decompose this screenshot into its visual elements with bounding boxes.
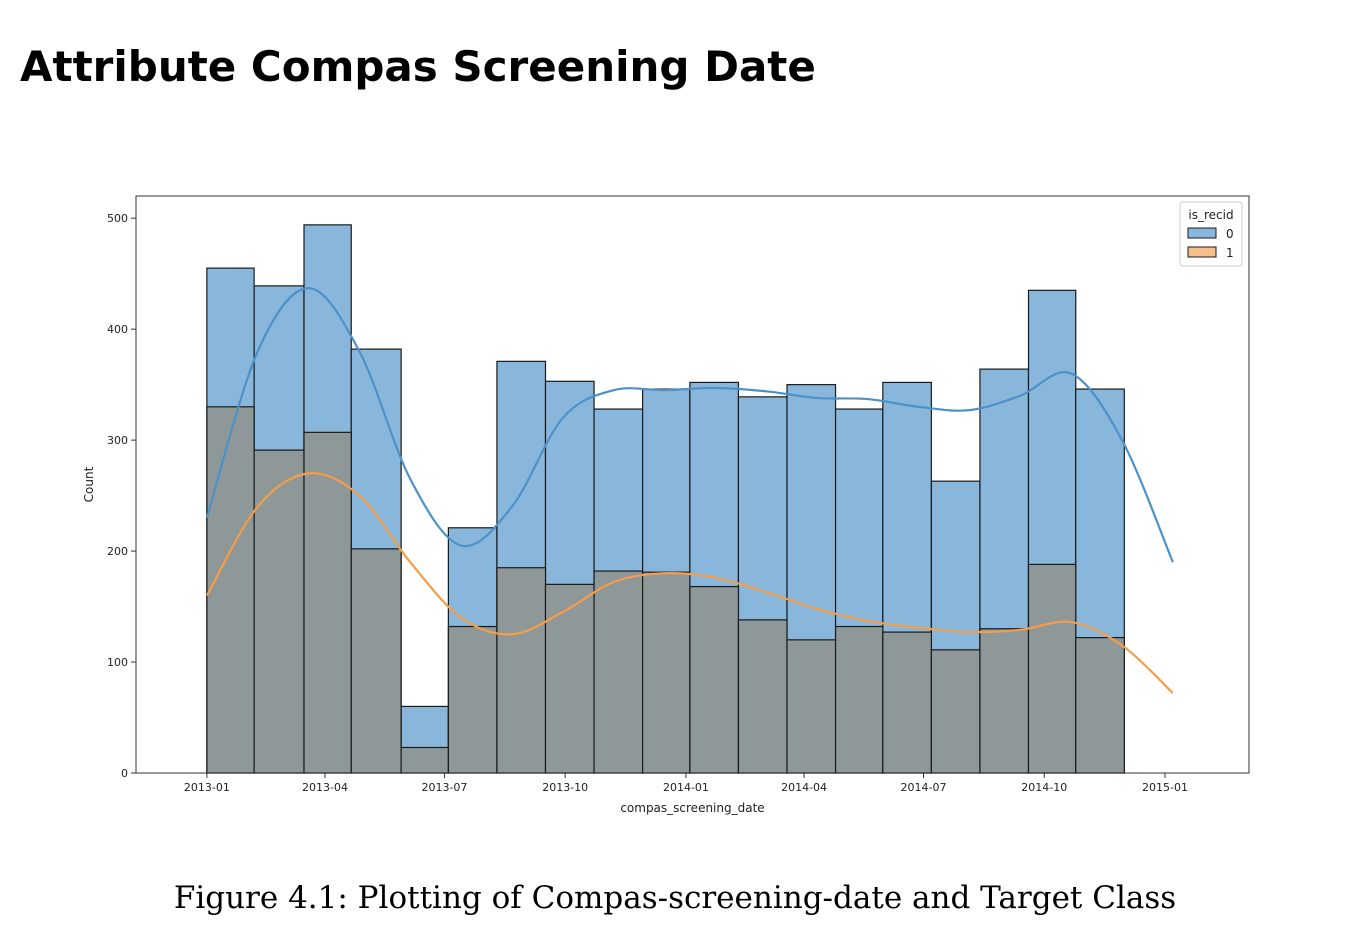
bar-series-1-bin-6 — [496, 567, 547, 774]
bar-series-1-bin-16 — [979, 628, 1030, 774]
histogram-chart: 0 100 200 300 400 500 2013-01 2013-04 2013-07 201… — [82, 195, 1250, 815]
x-tick-label-2013-10: 2013-10 — [542, 781, 588, 794]
kde-line-series-0 — [205, 286, 1174, 563]
x-tick-label-2014-07: 2014-07 — [901, 781, 947, 794]
legend-swatch-0 — [1187, 227, 1217, 239]
x-tick-label-2013-01: 2013-01 — [184, 781, 230, 794]
y-tick-label-0: 0 — [121, 767, 128, 780]
chart-axes: 0 100 200 300 400 500 2013-01 2013-04 2013-07 201… — [82, 195, 1250, 815]
legend-title: is_recid — [1188, 208, 1233, 222]
bar-series-1-bin-11 — [737, 619, 788, 774]
bar-series-1-bin-3 — [350, 548, 402, 774]
bar-series-1-bin-8 — [593, 570, 644, 774]
x-tick-label-2013-04: 2013-04 — [302, 781, 348, 794]
y-tick-label-300: 300 — [107, 434, 128, 447]
y-tick-label-200: 200 — [107, 545, 128, 558]
x-axis-label: compas_screening_date — [620, 801, 764, 815]
bar-series-1-bin-17 — [1027, 563, 1077, 774]
bar-series-1-bin-1 — [253, 449, 305, 774]
bar-series-1-bin-0 — [206, 406, 255, 774]
x-tick-label-2014-04: 2014-04 — [781, 781, 827, 794]
bar-series-1-bin-13 — [834, 625, 884, 774]
x-tick-label-2014-01: 2014-01 — [663, 781, 709, 794]
bar-series-1-bin-9 — [642, 571, 691, 774]
plot-frame — [135, 195, 1250, 774]
x-tick-label-2014-10: 2014-10 — [1021, 781, 1067, 794]
bar-series-1-bin-18 — [1075, 637, 1125, 774]
y-axis-label: Count — [82, 466, 96, 502]
x-tick-label-2013-07: 2013-07 — [421, 781, 467, 794]
bar-series-1-bin-15 — [930, 649, 981, 774]
figure-caption: Figure 4.1: Plotting of Compas-screening… — [173, 880, 1177, 916]
bar-series-1-bin-5 — [447, 625, 498, 774]
kde-line-series-1 — [205, 472, 1174, 694]
chart-legend: is_recid 0 1 — [1179, 201, 1243, 267]
page-heading: Attribute Compas Screening Date — [20, 42, 816, 91]
y-tick-label-400: 400 — [107, 323, 128, 336]
kde-curves — [205, 286, 1174, 694]
y-tick-label-500: 500 — [107, 212, 128, 225]
bar-series-1-bin-14 — [882, 631, 932, 774]
bar-series-1-bin-12 — [786, 639, 837, 774]
legend-swatch-1 — [1187, 246, 1217, 258]
bar-series-1-bin-2 — [303, 431, 352, 774]
x-tick-label-2015-01: 2015-01 — [1142, 781, 1188, 794]
bar-series-1-bin-7 — [544, 583, 595, 774]
legend-entry-1: 1 — [1226, 246, 1234, 260]
bar-series-1-bin-10 — [689, 585, 740, 774]
bar-series-1-bin-4 — [400, 746, 449, 774]
series-1-bars — [206, 406, 1125, 774]
y-tick-label-100: 100 — [107, 656, 128, 669]
legend-entry-0: 0 — [1226, 227, 1234, 241]
